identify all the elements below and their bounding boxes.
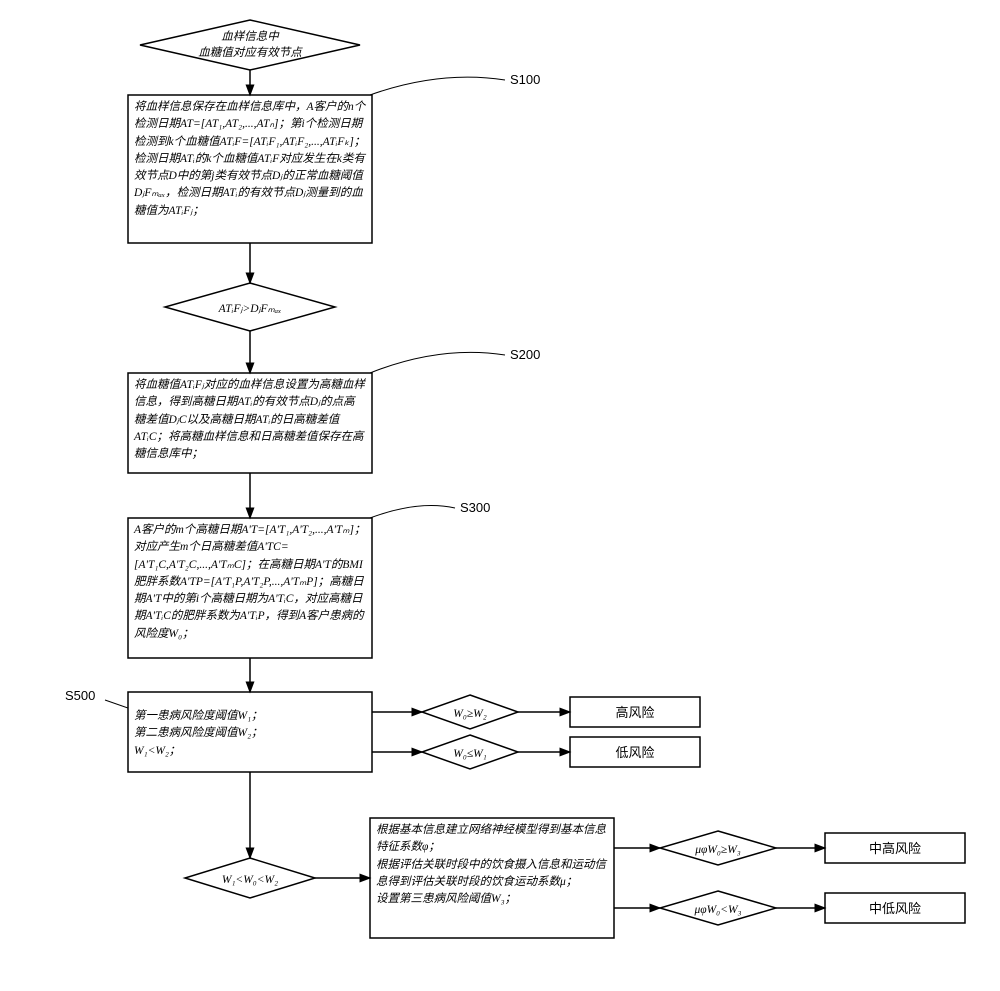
result-mid-low-text: 中低风险 <box>869 901 921 916</box>
eval-box: 根据基本信息建立网络神经模型得到基本信息特征系数φ； 根据评估关联时段中的饮食摄… <box>370 818 614 938</box>
cond-w0-w1: W₀≤W₁ <box>422 735 518 769</box>
s500-line3: W₁<W₂； <box>134 743 366 760</box>
s500-line2: 第二患病风险度阈值W₂； <box>134 725 366 742</box>
result-mid-high-text: 中高风险 <box>869 841 921 856</box>
s200-label: S200 <box>510 347 540 362</box>
cond-w1-w0-w2: W₁<W₀<W₂ <box>185 858 315 898</box>
flowchart-svg: 血样信息中 血糖值对应有效节点 S100 将血样信息保存在血样信息库中，A客户的… <box>10 10 990 961</box>
result-low-box: 低风险 <box>570 737 700 767</box>
s200-text: 将血糖值ATᵢFⱼ对应的血样信息设置为高糖血样信息，得到高糖日期ATᵢ的有效节点… <box>128 373 372 473</box>
result-mid-high-box: 中高风险 <box>825 833 965 863</box>
eval-line3: 设置第三患病风险阈值W₃； <box>376 891 608 908</box>
s200-box: 将血糖值ATᵢFⱼ对应的血样信息设置为高糖血样信息，得到高糖日期ATᵢ的有效节点… <box>128 373 372 473</box>
callout-s100 <box>370 77 505 95</box>
cond-w0-w2-text: W₀≥W₂ <box>453 708 486 720</box>
cond-w0-w2: W₀≥W₂ <box>422 695 518 729</box>
callout-s500 <box>105 700 128 708</box>
s500-line1: 第一患病风险度阈值W₁； <box>134 708 366 725</box>
cond-mu-lt-text: μφW₀<W₃ <box>693 904 741 916</box>
start-text2: 血糖值对应有效节点 <box>198 46 303 59</box>
s100-label: S100 <box>510 72 540 87</box>
s500-label: S500 <box>65 688 95 703</box>
result-high-text: 高风险 <box>615 705 654 720</box>
eval-line1: 根据基本信息建立网络神经模型得到基本信息特征系数φ； <box>376 822 608 857</box>
result-high-box: 高风险 <box>570 697 700 727</box>
cond-w0-w1-text: W₀≤W₁ <box>453 748 486 760</box>
s100-text: 将血样信息保存在血样信息库中，A客户的n个检测日期AT=[AT₁,AT₂,...… <box>128 95 372 243</box>
cond-mu-ge: μφW₀≥W₃ <box>660 831 776 865</box>
result-low-text: 低风险 <box>615 745 654 760</box>
start-diamond: 血样信息中 血糖值对应有效节点 <box>140 20 360 70</box>
eval-line2: 根据评估关联时段中的饮食摄入信息和运动信息得到评估关联时段的饮食运动系数μ； <box>376 857 608 892</box>
callout-s300 <box>370 506 455 518</box>
cond-mu-ge-text: μφW₀≥W₃ <box>694 844 741 856</box>
cond1-text: ATᵢFⱼ>DⱼFₘₐₓ <box>218 303 282 315</box>
cond-mu-lt: μφW₀<W₃ <box>660 891 776 925</box>
cond1-diamond: ATᵢFⱼ>DⱼFₘₐₓ <box>165 283 335 331</box>
cond-mid-text: W₁<W₀<W₂ <box>222 874 278 886</box>
s300-text: A客户的m个高糖日期A'T=[A'T₁,A'T₂,...,A'Tₘ]；对应产生m… <box>128 518 372 658</box>
s500-box: 第一患病风险度阈值W₁； 第二患病风险度阈值W₂； W₁<W₂； <box>128 692 372 772</box>
start-text1: 血样信息中 <box>221 30 280 43</box>
s300-label: S300 <box>460 500 490 515</box>
s300-box: A客户的m个高糖日期A'T=[A'T₁,A'T₂,...,A'Tₘ]；对应产生m… <box>128 518 372 658</box>
s100-box: 将血样信息保存在血样信息库中，A客户的n个检测日期AT=[AT₁,AT₂,...… <box>128 95 372 243</box>
callout-s200 <box>370 352 505 373</box>
result-mid-low-box: 中低风险 <box>825 893 965 923</box>
